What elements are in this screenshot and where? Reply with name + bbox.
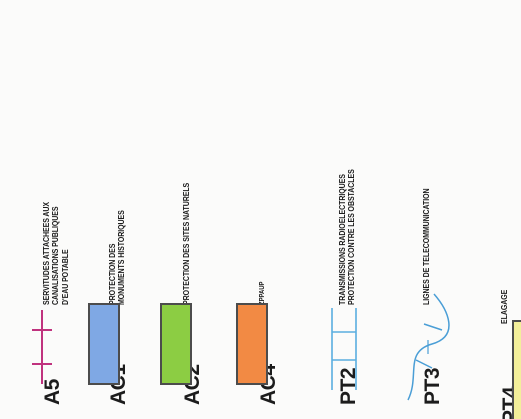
description-line: PROTECTION CONTRE LES OBSTACLES <box>347 169 357 305</box>
legend-description: LIGNES DE TELECOMMUNICATION <box>422 124 431 305</box>
pruning-swatch <box>512 320 521 419</box>
natural-sites-swatch <box>160 303 192 385</box>
description-line: D'EAU POTABLE <box>60 249 70 305</box>
legend-entry-ac2: AC2 PROTECTION DES SITES NATURELS <box>158 0 232 419</box>
description-line: PROTECTION DES SITES NATURELS <box>182 182 191 305</box>
historic-monuments-swatch <box>88 303 120 385</box>
description-line: ZPPAUP <box>259 281 266 305</box>
legend-entry-pt2: PT2 TRANSMISSIONS RADIOELECTRIQUES PROTE… <box>318 0 392 419</box>
description-line: SERVITUDES ATTACHEES AUX <box>42 201 51 305</box>
legend-description: SERVITUDES ATTACHEES AUX CANALISATIONS P… <box>42 124 70 305</box>
description-line: MONUMENTS HISTORIQUES <box>117 210 127 305</box>
description-line: LIGNES DE TELECOMMUNICATION <box>422 188 431 305</box>
legend-description: ZPPAUP <box>258 124 267 305</box>
legend-entry-pt3: PT3 LIGNES DE TELECOMMUNICATION <box>398 0 472 419</box>
legend-entry-ac4: AC4 ZPPAUP <box>232 0 306 419</box>
telecom-line-icon <box>407 293 450 401</box>
water-pipe-easement-icon <box>32 310 52 384</box>
description-line: TRANSMISSIONS RADIOELECTRIQUES <box>338 174 347 305</box>
description-line: PROTECTION DES <box>108 243 117 305</box>
legend-description: ELAGAGE <box>500 143 509 324</box>
radio-transmission-ladder-icon <box>331 308 357 390</box>
legend-entry-pt4: PT4 ELAGAGE <box>474 0 521 419</box>
zppaup-swatch <box>236 303 268 385</box>
legend-description: TRANSMISSIONS RADIOELECTRIQUES PROTECTIO… <box>338 124 357 305</box>
description-line: CANALISATIONS PUBLIQUES <box>51 206 61 305</box>
description-line: ELAGAGE <box>500 289 509 324</box>
legend-description: PROTECTION DES SITES NATURELS <box>182 124 191 305</box>
legend-entry-ac1: AC1 PROTECTION DES MONUMENTS HISTORIQUES <box>84 0 158 419</box>
legend-entry-a5: A5 SERVITUDES ATTACHEES AUX CANALISATION… <box>22 0 96 419</box>
legend-description: PROTECTION DES MONUMENTS HISTORIQUES <box>108 124 127 305</box>
